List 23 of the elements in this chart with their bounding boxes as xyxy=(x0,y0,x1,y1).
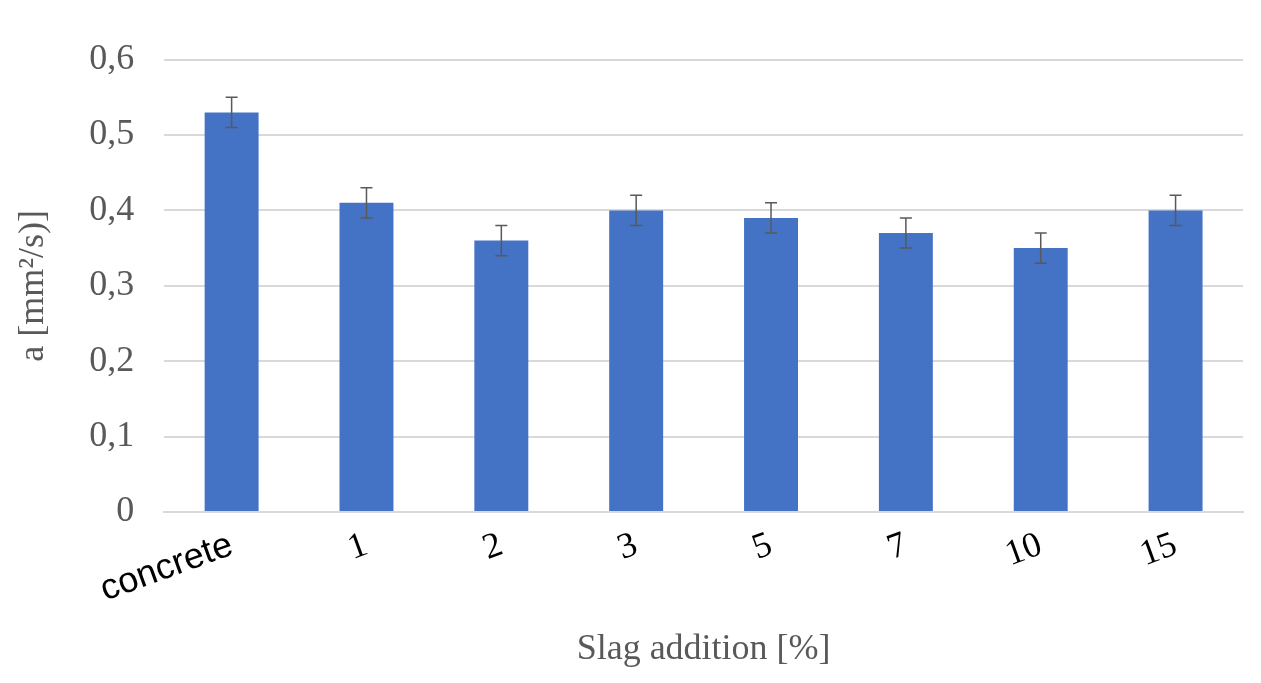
x-axis-title: Slag addition [%] xyxy=(576,626,831,667)
x-tick-label: 15 xyxy=(1134,523,1182,573)
y-tick-label: 0,6 xyxy=(89,37,135,78)
x-tick-label: 2 xyxy=(476,523,508,567)
y-axis-title: a [mm²/s)] xyxy=(11,209,52,362)
bar xyxy=(1148,210,1203,511)
bar xyxy=(474,240,529,511)
bar xyxy=(609,210,664,511)
x-tick-label: 3 xyxy=(611,523,643,567)
y-tick-label: 0,5 xyxy=(89,112,135,153)
x-tick-label: 1 xyxy=(341,523,373,567)
y-tick-label: 0,1 xyxy=(89,414,135,455)
y-tick-label: 0,4 xyxy=(89,187,135,228)
bar xyxy=(744,217,798,511)
bar xyxy=(1013,248,1068,511)
x-tick-label: 7 xyxy=(881,523,912,567)
y-tick-label: 0,3 xyxy=(89,263,135,304)
x-tick-label: 5 xyxy=(746,523,777,567)
x-tick-label: 10 xyxy=(999,523,1047,573)
bar xyxy=(339,202,394,511)
y-tick-label: 0,2 xyxy=(89,338,135,379)
bar xyxy=(878,233,933,511)
bar xyxy=(204,112,259,511)
